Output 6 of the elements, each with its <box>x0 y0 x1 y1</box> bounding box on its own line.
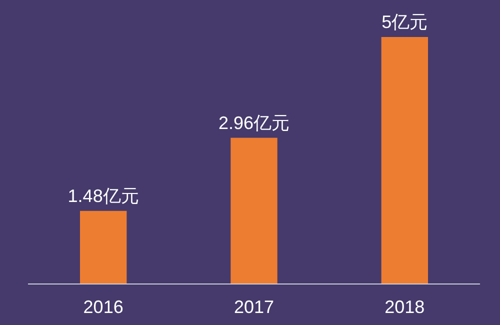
x-tick-label: 2016 <box>83 297 124 317</box>
x-tick-label: 2017 <box>234 297 274 317</box>
x-tick-label: 2018 <box>384 297 425 317</box>
data-label: 2.96亿元 <box>218 112 290 133</box>
data-label: 5亿元 <box>382 12 428 32</box>
data-label: 1.48亿元 <box>68 186 139 206</box>
